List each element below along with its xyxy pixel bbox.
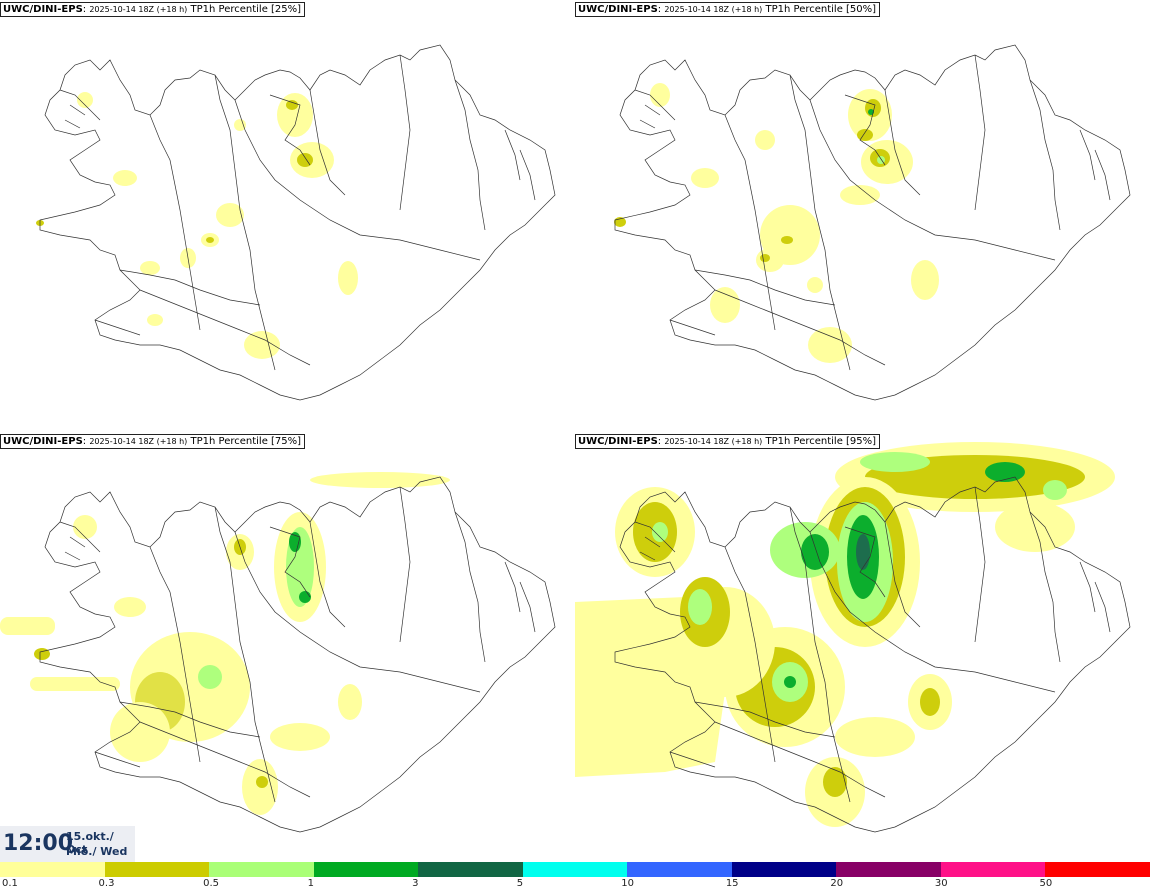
legend-tick-label: 3 (412, 878, 419, 889)
panel-title: UWC/DINI-EPS: 2025-10-14 18Z (+18 h) TP1… (0, 2, 306, 17)
legend-swatch (940, 862, 1046, 877)
precip-field (0, 472, 450, 815)
legend-tick-label: 30 (934, 878, 948, 889)
iceland-map (36, 44, 556, 401)
model-name: UWC/DINI-EPS (3, 436, 83, 447)
legend-tick-label: 15 (725, 878, 739, 889)
legend-tick-label: 0.3 (98, 878, 115, 889)
product-name: TP1h Percentile [25%] (190, 4, 302, 15)
valid-time-clock: 12:00 (3, 831, 74, 856)
valid-date-line1: 15.okt./ Oct (66, 830, 114, 856)
legend-tick-label: 50 (1039, 878, 1053, 889)
model-name: UWC/DINI-EPS (3, 4, 83, 15)
legend-tick-label: 0.5 (203, 878, 219, 889)
legend-tick-label: 1 (307, 878, 314, 889)
product-name: TP1h Percentile [75%] (190, 436, 302, 447)
model-name: UWC/DINI-EPS (578, 4, 658, 15)
legend-swatch (731, 862, 837, 877)
iceland-map (614, 44, 1131, 401)
model-name: UWC/DINI-EPS (578, 436, 658, 447)
legend-swatch (418, 862, 524, 877)
panel-title: UWC/DINI-EPS: 2025-10-14 18Z (+18 h) TP1… (0, 434, 306, 449)
iceland-map (0, 472, 556, 833)
legend-swatch (627, 862, 733, 877)
panel-title: UWC/DINI-EPS: 2025-10-14 18Z (+18 h) TP1… (575, 2, 881, 17)
product-name: TP1h Percentile [50%] (765, 4, 877, 15)
legend-swatch (313, 862, 419, 877)
legend-tick-label: 20 (830, 878, 844, 889)
legend-tick-label: 10 (621, 878, 634, 889)
run-time: 2025-10-14 18Z (+18 h) (89, 5, 188, 14)
run-time: 2025-10-14 18Z (+18 h) (89, 437, 188, 446)
legend-swatch (836, 862, 942, 877)
precip-field (36, 92, 358, 359)
legend-swatch (0, 862, 106, 877)
legend-tick-label: 5 (516, 878, 524, 889)
precip-field (575, 442, 1115, 827)
legend-swatch (104, 862, 210, 877)
legend-tick-label: 0.1 (2, 878, 18, 889)
valid-time-box: 12:00 15.okt./ Oct Mið./ Wed (0, 826, 135, 862)
colour-legend: 0.1 0.3 0.5 1 3 5 10 15 20 30 50 (0, 862, 1150, 891)
map-panel-p95: UWC/DINI-EPS: 2025-10-14 18Z (+18 h) TP1… (575, 432, 1150, 864)
product-name: TP1h Percentile [95%] (765, 436, 877, 447)
legend-swatch (522, 862, 628, 877)
precip-field (614, 83, 939, 363)
map-panel-p75: UWC/DINI-EPS: 2025-10-14 18Z (+18 h) TP1… (0, 432, 575, 864)
legend-swatch (209, 862, 315, 877)
map-panel-p25: UWC/DINI-EPS: 2025-10-14 18Z (+18 h) TP1… (0, 0, 575, 432)
panel-title: UWC/DINI-EPS: 2025-10-14 18Z (+18 h) TP1… (575, 434, 881, 449)
legend-swatch (1045, 862, 1150, 877)
run-time: 2025-10-14 18Z (+18 h) (664, 5, 763, 14)
map-panel-p50: UWC/DINI-EPS: 2025-10-14 18Z (+18 h) TP1… (575, 0, 1150, 432)
valid-date-line2: Mið./ Wed (66, 845, 128, 858)
run-time: 2025-10-14 18Z (+18 h) (664, 437, 763, 446)
iceland-map (575, 442, 1131, 833)
